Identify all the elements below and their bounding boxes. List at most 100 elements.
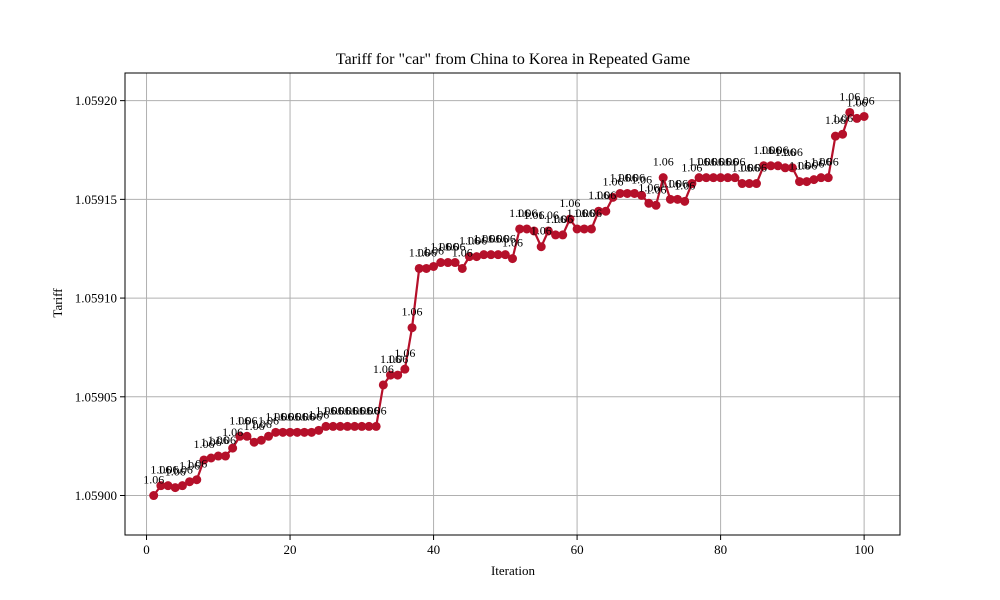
data-label: 1.06 [796,159,817,173]
data-point [192,475,202,485]
data-point [780,163,790,173]
data-point [429,261,439,271]
data-label: 1.06 [251,417,272,431]
data-point [400,364,410,374]
data-label: 1.06 [538,208,559,222]
data-point [249,437,259,447]
data-label: 1.06 [545,212,566,226]
data-label: 1.06 [502,236,523,250]
data-label: 1.06 [179,459,200,473]
data-point [393,370,403,380]
data-label: 1.06 [337,403,358,417]
data-point [665,194,675,204]
data-label: 1.06 [732,161,753,175]
x-tick-label: 20 [284,542,297,557]
data-label: 1.06 [653,155,674,169]
data-label: 1.06 [301,409,322,423]
data-point [414,263,424,273]
data-label: 1.06 [717,155,738,169]
data-label: 1.06 [854,93,875,107]
data-point [744,179,754,189]
data-point [457,263,467,273]
data-point [694,173,704,183]
data-label: 1.06 [667,176,688,190]
data-label: 1.06 [437,240,458,254]
data-point [328,421,338,431]
data-point [816,173,826,183]
data-point [235,431,245,441]
data-label: 1.06 [739,161,760,175]
data-point [307,427,317,437]
data-point [220,451,230,461]
data-point [436,258,446,268]
data-label: 1.06 [509,206,530,220]
data-label: 1.06 [574,206,595,220]
data-label: 1.06 [760,143,781,157]
x-tick-label: 80 [714,542,727,557]
data-label: 1.06 [258,413,279,427]
plot-frame [124,72,901,536]
data-label: 1.06 [330,403,351,417]
data-label: 1.06 [430,240,451,254]
data-label: 1.06 [236,413,257,427]
data-label: 1.06 [165,465,186,479]
data-point [464,252,474,262]
data-point [242,431,252,441]
y-tick-label: 1.05910 [75,291,117,306]
data-point [443,258,453,268]
data-point [730,173,740,183]
data-label: 1.06 [466,234,487,248]
data-point [149,491,159,501]
data-point [335,421,345,431]
data-point [206,453,216,463]
data-label: 1.06 [272,409,293,423]
data-label: 1.06 [315,403,336,417]
data-label: 1.06 [495,232,516,246]
data-point [680,196,690,206]
data-point [314,425,324,435]
data-label: 1.06 [631,172,652,186]
data-label: 1.06 [832,111,853,125]
data-point [737,179,747,189]
y-tick-label: 1.05900 [75,488,117,503]
data-label: 1.06 [617,170,638,184]
data-point [357,421,367,431]
data-label: 1.06 [193,437,214,451]
data-label: 1.06 [567,206,588,220]
data-point [321,421,331,431]
data-label: 1.06 [222,425,243,439]
data-label: 1.06 [753,143,774,157]
data-point [708,173,718,183]
data-label: 1.06 [172,463,193,477]
data-point [629,188,639,198]
data-label: 1.06 [358,403,379,417]
data-label: 1.06 [351,403,372,417]
data-point [543,226,553,236]
data-point [493,250,503,260]
data-point [572,224,582,234]
data-point [500,250,510,260]
data-point [558,230,568,240]
data-point [285,427,295,437]
data-point [185,477,195,487]
data-label: 1.06 [789,159,810,173]
data-point [637,190,647,200]
data-point [228,443,238,453]
y-tick-label: 1.05915 [75,192,117,207]
data-point [622,188,632,198]
data-label: 1.06 [674,178,695,192]
grid-lines [125,73,900,535]
data-label: 1.06 [452,245,473,259]
data-point [608,192,618,202]
data-label: 1.06 [610,170,631,184]
data-label: 1.06 [402,305,423,319]
data-point [795,177,805,187]
data-point [479,250,489,260]
data-point [271,427,281,437]
data-point [213,451,223,461]
data-point [565,214,575,224]
x-tick-label: 60 [571,542,584,557]
data-label: 1.06 [681,161,702,175]
data-label: 1.06 [445,240,466,254]
